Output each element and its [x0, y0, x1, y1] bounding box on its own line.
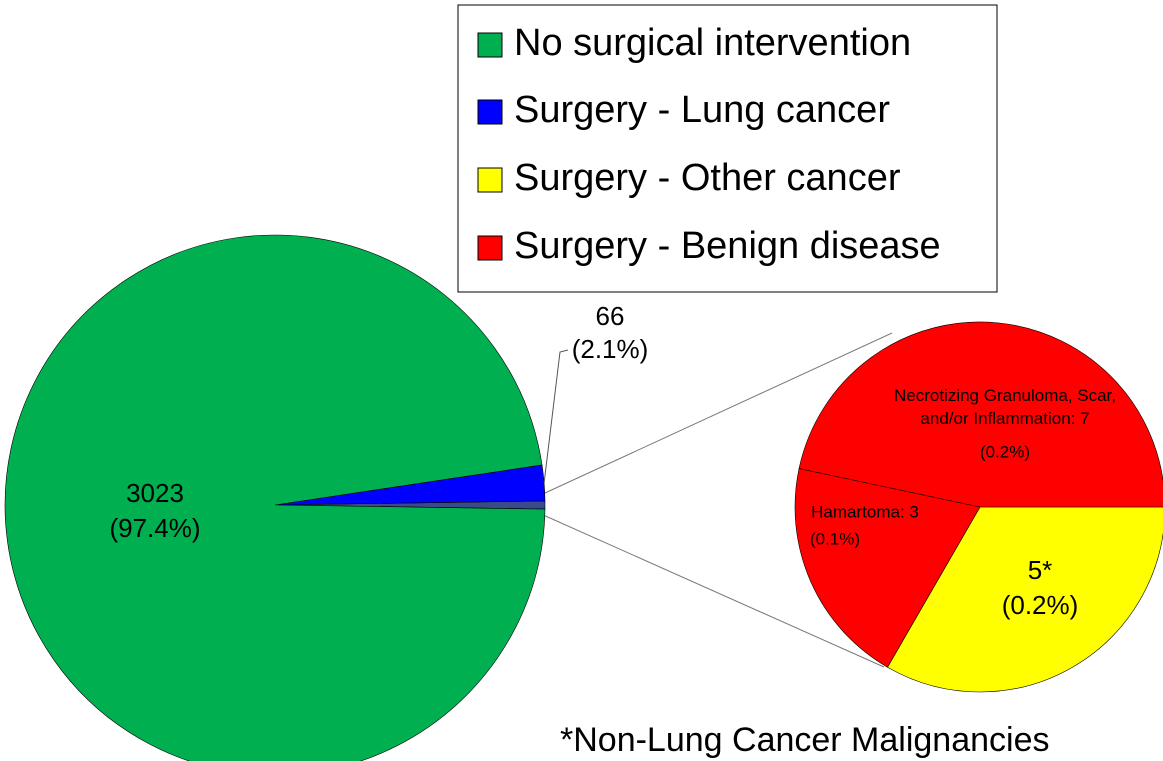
data-label: Necrotizing Granuloma, Scar, and/or Infl… [893, 386, 1117, 428]
pie-slice [794, 468, 981, 668]
legend-label: Surgery - Other cancer [514, 157, 901, 199]
legend-box [457, 4, 998, 293]
data-label: 66 [596, 301, 625, 331]
legend-label: No surgical intervention [514, 22, 911, 64]
data-label: Hamartoma: 3 [811, 502, 919, 521]
pie-slice [887, 506, 1163, 693]
data-label: (0.1%) [810, 529, 860, 548]
legend-swatch [477, 235, 503, 261]
data-label: 3023 [126, 478, 184, 508]
legend-swatch [477, 167, 503, 193]
legend-swatch [477, 32, 503, 58]
data-label: (2.1%) [572, 334, 649, 364]
data-label-box: Necrotizing Granuloma, Scar, and/or Infl… [893, 386, 1117, 428]
data-label: (97.4%) [109, 513, 200, 543]
pie-slice [4, 234, 546, 761]
data-label: (0.2%) [1002, 590, 1079, 620]
data-label: 5* [1028, 555, 1053, 585]
data-label: (0.2%) [980, 442, 1030, 461]
legend-swatch [477, 99, 503, 125]
legend-label: Surgery - Benign disease [514, 225, 941, 267]
connector-line [531, 509, 885, 668]
leader-line [543, 349, 569, 483]
pie-slice [798, 321, 1163, 508]
connector-line [531, 332, 893, 500]
footnote: *Non-Lung Cancer Malignancies [560, 721, 1050, 759]
legend-label: Surgery - Lung cancer [514, 89, 890, 131]
